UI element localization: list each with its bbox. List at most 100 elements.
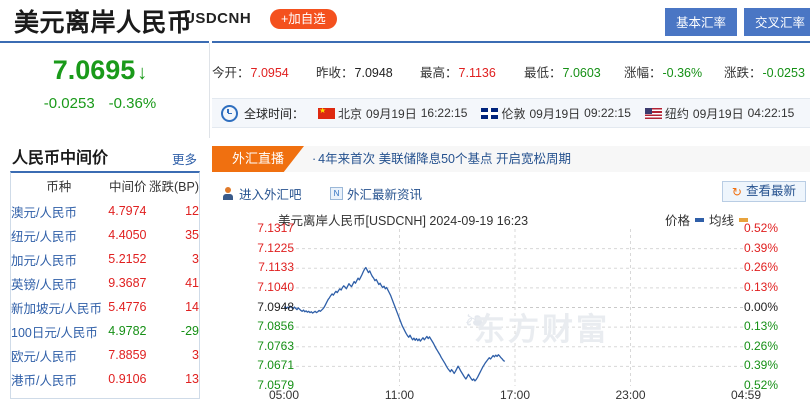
stat-value: 7.0948 [354,65,393,80]
clock-icon [221,104,238,122]
change-bp: 3 [192,348,199,362]
price-change-percent: -0.36% [108,95,157,112]
x-tick: 17:00 [499,388,531,402]
forex-news-link[interactable]: N 外汇最新资讯 [330,184,422,203]
change-bp: 12 [185,204,199,218]
currency-name[interactable]: 纽元/人民币 [11,229,77,244]
rate-table-body: 澳元/人民币 4.7974 12 纽元/人民币 4.4050 35 加元/人民币 5.2152… [11,199,199,391]
currency-name[interactable]: 澳元/人民币 [11,205,77,220]
stat-label: 涨幅： [624,65,662,80]
stat-4: 涨幅： -0.36% [624,62,724,81]
rate-table-header: 币种 中间价 涨跌(BP) [11,173,199,199]
quote-stats-row: 今开： 7.0954 昨收： 7.0948 最高： 7.1136 最低： 7.0603 涨幅： -… [212,58,810,84]
x-tick: 04:59 [730,388,762,402]
currency-name[interactable]: 100日元/人民币 [11,325,98,340]
y-tick-right: 0.39% [744,358,779,373]
stat-1: 昨收： 7.0948 [316,62,420,81]
mid-price: 7.8859 [108,348,147,362]
rate-table-box: 币种 中间价 涨跌(BP) 澳元/人民币 4.7974 12 纽元/人民币 4.4050… [10,171,200,399]
city-name: 纽约 [664,106,689,121]
currency-name[interactable]: 英镑/人民币 [11,277,77,292]
refresh-label: 查看最新 [745,184,796,198]
y-tick-left: 7.1317 [257,221,294,235]
table-row[interactable]: 新加坡元/人民币 5.4776 14 [11,295,199,319]
y-tick-left: 7.0671 [257,358,294,373]
news-headline[interactable]: · 4年来首次 美联储降息50个基点 开启宽松周期 [312,146,571,172]
forex-forum-link[interactable]: 进入外汇吧 [222,184,302,203]
city-date: 09月19日 [529,106,581,121]
stat-3: 最低： 7.0603 [524,62,624,81]
y-tick-right: 0.52% [744,221,779,235]
stat-value: -0.36% [662,65,703,80]
table-row[interactable]: 港币/人民币 0.9106 13 [11,367,199,391]
city-name: 伦敦 [501,106,526,121]
sidebar-more-link[interactable]: 更多 [171,153,197,167]
flag-uk-icon [481,107,499,119]
add-to-watchlist-button[interactable]: +加自选 [270,9,337,29]
table-row[interactable]: 澳元/人民币 4.7974 12 [11,199,199,223]
table-row[interactable]: 加元/人民币 5.2152 3 [11,247,199,271]
chart-legend: 价格 均线 [665,210,748,229]
stat-value: -0.0253 [762,65,805,80]
col-change-bp: 涨跌(BP) [148,180,199,194]
change-bp: 41 [185,276,199,290]
chart-title: 美元离岸人民币[USDCNH] 2024-09-19 16:23 [278,214,529,228]
tab-cross-rate[interactable]: 交叉汇率 [743,8,810,36]
city-time: 04:22:15 [747,106,795,120]
mid-price: 4.9782 [108,324,147,338]
flag-cn-icon [318,107,336,119]
y-tick-left: 7.1225 [257,240,294,255]
mid-price: 4.4050 [108,228,147,242]
change-bp: -29 [180,324,199,338]
y-tick-left: 7.1040 [257,279,294,294]
quick-links-row: 进入外汇吧 N 外汇最新资讯 ↻ 查看最新 [212,180,810,208]
refresh-button[interactable]: ↻ 查看最新 [721,181,806,202]
mid-price: 4.7974 [108,204,147,218]
header-divider-gap [209,41,212,43]
change-bp: 13 [185,372,199,386]
legend-label-ma: 均线 [708,214,734,228]
global-time-bar: 全球时间： 北京09月19日16:22:15伦敦09月19日09:22:15纽约… [212,98,810,128]
x-tick: 05:00 [268,388,300,402]
y-tick-right: 0.26% [744,338,779,353]
y-tick-left: 7.0579 [257,378,294,392]
sidebar-title: 人民币中间价 [12,150,109,167]
chart-plot-area[interactable]: ❧ 东方财富 [283,229,746,386]
y-tick-right: 0.26% [744,260,779,275]
table-row[interactable]: 纽元/人民币 4.4050 35 [11,223,199,247]
watermark-logo-icon: ❧ [464,305,490,338]
news-headline-text: 4年来首次 美联储降息50个基点 开启宽松周期 [318,152,571,166]
news-tag-label: 外汇直播 [212,146,304,172]
currency-name[interactable]: 加元/人民币 [11,253,77,268]
city-date: 09月19日 [366,106,417,121]
city-time-纽约: 纽约 09月19日 04:22:15 [644,105,795,122]
y-tick-right: 0.13% [744,279,779,294]
legend-swatch-ma [739,217,748,222]
rate-type-tabs: 基本汇率 交叉汇率 [664,8,810,36]
mid-price: 0.9106 [108,372,147,386]
table-row[interactable]: 欧元/人民币 7.8859 3 [11,343,199,367]
intraday-chart: 美元离岸人民币[USDCNH] 2024-09-19 16:23 价格 均线 ❧… [236,210,810,407]
currency-name[interactable]: 欧元/人民币 [11,349,77,364]
change-bp: 14 [185,300,199,314]
stat-value: 7.0954 [250,65,289,80]
currency-name[interactable]: 新加坡元/人民币 [11,301,102,316]
price-line-svg [283,229,746,386]
news-strip: 外汇直播 · 4年来首次 美联储降息50个基点 开启宽松周期 [212,146,810,172]
stat-0: 今开： 7.0954 [212,62,316,81]
col-mid-price: 中间价 [109,180,147,194]
y-tick-left: 7.0763 [257,338,294,353]
table-row[interactable]: 英镑/人民币 9.3687 41 [11,271,199,295]
y-tick-left: 7.1133 [258,260,294,275]
tab-basic-rate[interactable]: 基本汇率 [664,8,737,36]
table-row[interactable]: 100日元/人民币 4.9782 -29 [11,319,199,343]
price-line [283,266,506,382]
city-date: 09月19日 [692,106,744,121]
rate-table: 币种 中间价 涨跌(BP) 澳元/人民币 4.7974 12 纽元/人民币 4.4050… [11,173,199,391]
currency-name[interactable]: 港币/人民币 [11,373,77,388]
city-time: 16:22:15 [420,106,468,120]
y-tick-left: 7.0948 [257,299,294,314]
legend-swatch-price [694,217,704,222]
legend-label-price: 价格 [664,214,690,228]
